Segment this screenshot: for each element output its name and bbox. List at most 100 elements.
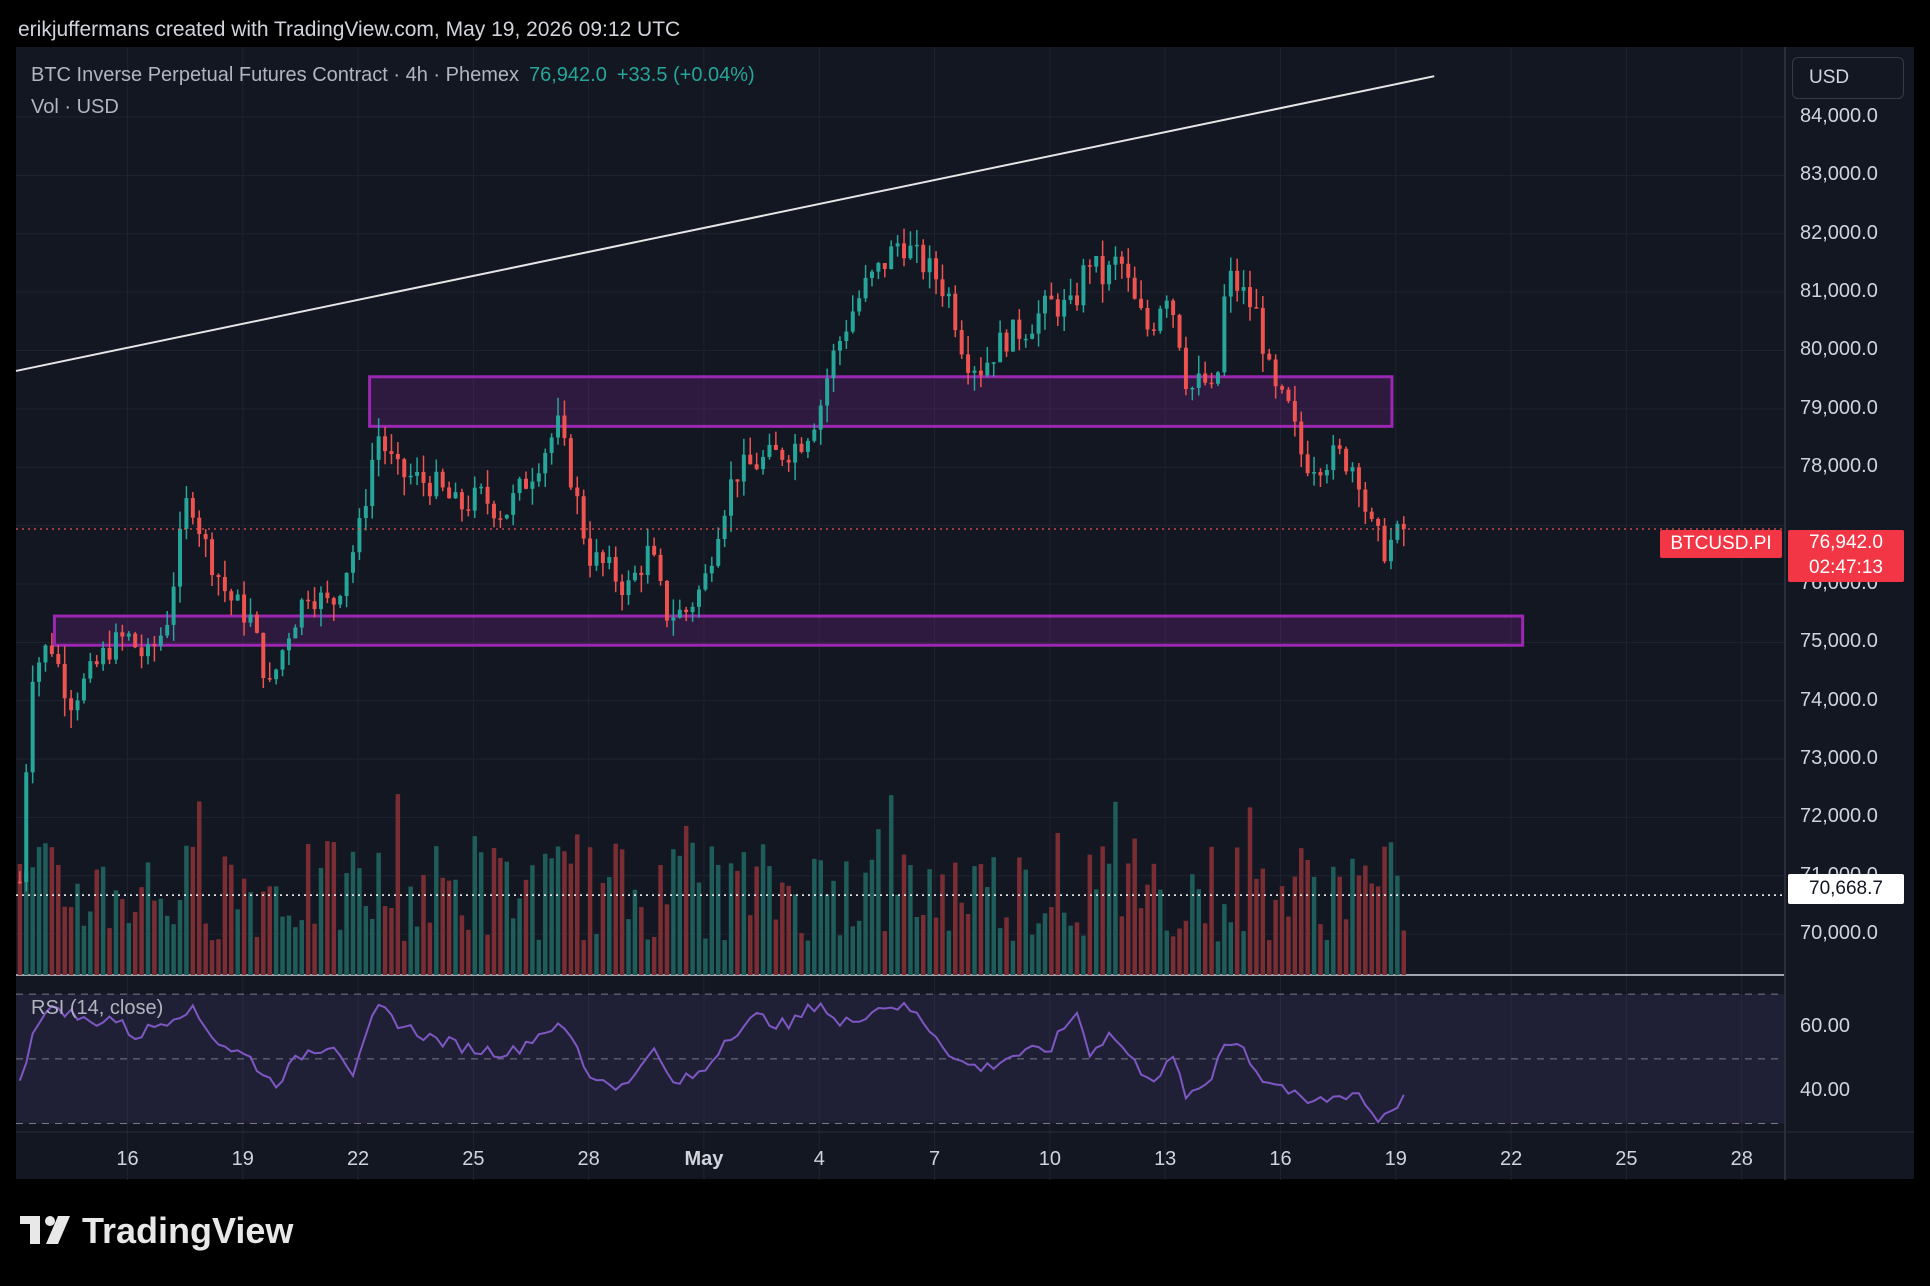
- volume-bar: [440, 877, 445, 975]
- candle-body: [1183, 347, 1188, 390]
- candle-body: [1119, 256, 1124, 264]
- tradingview-brand[interactable]: TradingView: [20, 1210, 293, 1252]
- currency-button[interactable]: USD: [1792, 57, 1904, 99]
- volume-bar: [1382, 846, 1387, 975]
- candle-body: [908, 245, 913, 259]
- volume-bar: [946, 930, 952, 975]
- candle-body: [985, 362, 990, 376]
- candle-body: [722, 515, 727, 540]
- volume-bar: [216, 939, 221, 975]
- candle-body: [344, 572, 349, 596]
- volume-bar: [613, 843, 618, 975]
- volume-bar: [318, 867, 324, 975]
- candle-body: [1094, 255, 1099, 267]
- volume-bar: [43, 843, 48, 975]
- volume-bar: [30, 867, 35, 975]
- candle-body: [1260, 307, 1265, 354]
- candle-body: [94, 661, 99, 665]
- volume-bar: [120, 899, 125, 975]
- candle-body: [600, 552, 605, 564]
- candle-body: [1369, 511, 1374, 519]
- volume-bar: [1151, 863, 1157, 975]
- candle-body: [222, 577, 227, 592]
- volume-bar: [1119, 916, 1125, 975]
- volume-bar: [639, 907, 644, 975]
- volume-bar: [1311, 876, 1317, 975]
- volume-bar: [126, 923, 132, 975]
- volume-bar: [1375, 886, 1381, 975]
- volume-bar: [1106, 863, 1112, 975]
- volume-bar: [177, 899, 183, 975]
- volume-bar: [376, 852, 381, 975]
- volume-bar: [997, 928, 1003, 975]
- candle-body: [235, 594, 240, 601]
- candle-body: [1286, 389, 1291, 401]
- candle-body: [370, 459, 375, 506]
- candle-body: [953, 293, 958, 331]
- candle-body: [978, 370, 983, 376]
- volume-bar: [68, 907, 74, 975]
- volume-bar: [1260, 868, 1266, 975]
- volume-bar: [1158, 889, 1163, 975]
- volume-bar: [741, 852, 747, 975]
- candle-body: [383, 436, 388, 452]
- volume-bar: [844, 861, 849, 975]
- price-tick: 80,000.0: [1800, 338, 1878, 361]
- volume-bar: [357, 868, 362, 975]
- candle-body: [664, 580, 669, 621]
- volume-bar: [75, 883, 80, 975]
- candle-body: [818, 405, 823, 430]
- volume-bar: [434, 846, 439, 975]
- volume-bar: [869, 859, 875, 975]
- volume-bar: [369, 918, 375, 975]
- candle-body: [524, 478, 528, 489]
- candle-body: [1318, 472, 1323, 476]
- volume-bar: [1036, 923, 1041, 975]
- volume-bar: [1324, 940, 1330, 975]
- candle-body: [1075, 295, 1079, 306]
- volume-bar: [722, 940, 727, 975]
- candle-body: [171, 586, 176, 625]
- volume-bar: [1318, 924, 1323, 975]
- volume-bar: [1068, 925, 1073, 975]
- chart-panel[interactable]: [16, 47, 1914, 1179]
- volume-bar: [145, 862, 151, 975]
- candle-body: [267, 678, 272, 680]
- candle-body: [927, 258, 932, 273]
- price-tick: 72,000.0: [1800, 805, 1878, 828]
- candle-body: [1030, 333, 1035, 339]
- candle-body: [857, 298, 862, 312]
- volume-bar: [254, 936, 260, 975]
- volume-bar: [1074, 922, 1080, 975]
- volume-bar: [850, 926, 856, 975]
- legend-price: 76,942.0: [528, 64, 607, 86]
- volume-bar: [1395, 875, 1400, 975]
- volume-bar: [1215, 941, 1221, 975]
- volume-bar: [882, 931, 888, 975]
- candle-body: [793, 443, 798, 463]
- symbol-name: BTC Inverse Perpetual Futures Contract ·…: [31, 64, 519, 86]
- volume-bar: [575, 834, 580, 975]
- volume-bar: [555, 846, 561, 975]
- candle-body: [1388, 539, 1393, 562]
- candle-body: [318, 592, 323, 610]
- candle-body: [889, 246, 894, 269]
- candle-body: [280, 650, 285, 670]
- candle-body: [274, 669, 279, 680]
- candle-body: [293, 627, 298, 639]
- time-tick: 28: [1730, 1148, 1753, 1170]
- candle-body: [754, 464, 759, 470]
- volume-bar: [671, 849, 676, 975]
- volume-bar: [459, 915, 465, 975]
- candle-body: [357, 518, 362, 553]
- volume-bar: [164, 915, 170, 975]
- candle-body: [543, 452, 548, 474]
- candle-body: [837, 341, 842, 351]
- volume-bar: [158, 898, 164, 975]
- volume-bar: [1388, 842, 1394, 975]
- candle-body: [1356, 467, 1361, 490]
- candle-body: [1222, 296, 1227, 373]
- volume-bar: [472, 836, 477, 975]
- volume-bar: [542, 853, 548, 975]
